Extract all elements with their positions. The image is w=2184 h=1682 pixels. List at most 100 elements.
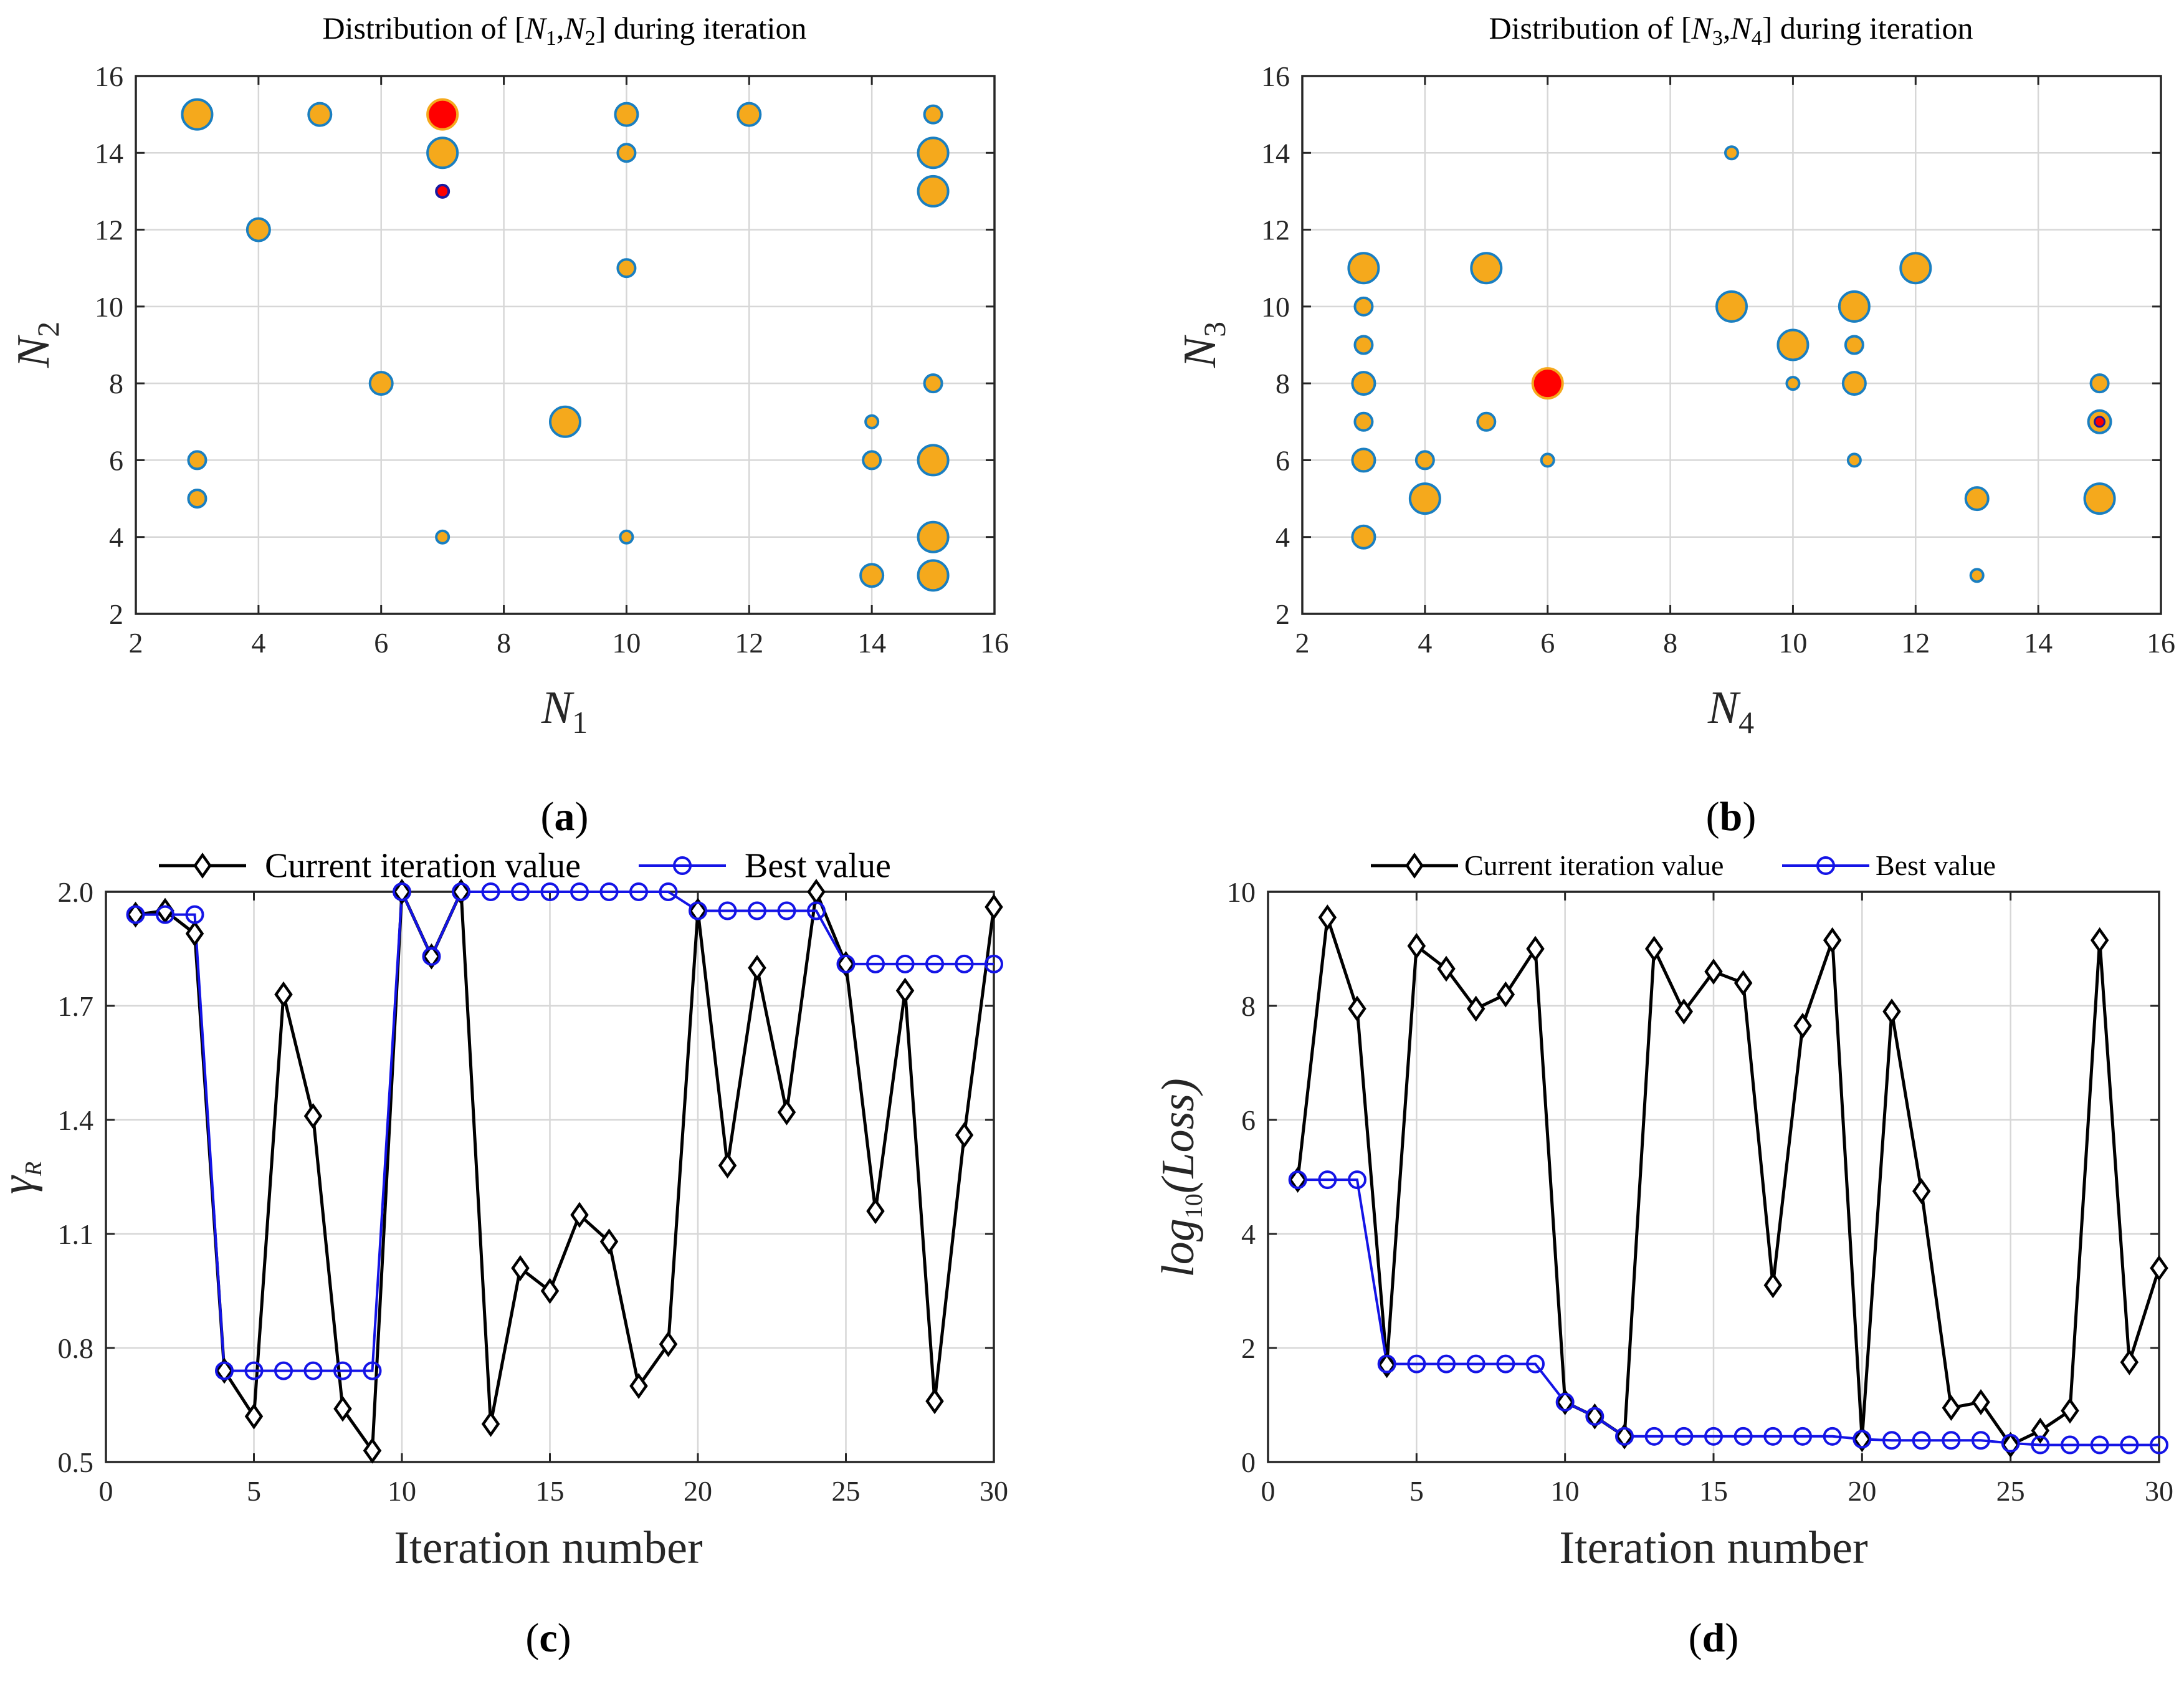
diamond-marker — [511, 1254, 530, 1281]
x-tick-label: 30 — [980, 1475, 1008, 1507]
x-tick-label: 5 — [1409, 1475, 1424, 1507]
scatter-point — [1969, 568, 1985, 583]
diamond-marker — [689, 897, 707, 924]
diamond-marker — [1823, 927, 1842, 953]
x-tick-label: 5 — [247, 1475, 261, 1507]
x-tick-label: 16 — [980, 627, 1009, 659]
diamond-marker — [1793, 1013, 1812, 1039]
scatter-point — [862, 450, 882, 471]
circle-marker — [1704, 1426, 1723, 1446]
circle-marker — [1912, 1431, 1931, 1450]
x-tick-label: 8 — [497, 627, 511, 659]
scatter-point — [246, 217, 271, 242]
circle-marker — [748, 901, 766, 920]
circle-marker — [1466, 1354, 1485, 1374]
scatter-point — [619, 529, 634, 545]
x-tick-label: 25 — [832, 1475, 861, 1507]
scatter-point — [1476, 411, 1497, 432]
scatter-point — [864, 414, 880, 429]
circle-marker — [925, 954, 944, 973]
circle-marker — [1288, 1170, 1307, 1190]
panel-caption: (a) — [541, 794, 589, 839]
circle-marker — [866, 954, 885, 973]
circle-marker — [1644, 1426, 1664, 1446]
diamond-marker — [1733, 970, 1753, 996]
diamond-marker — [1763, 1272, 1783, 1299]
y-tick-label: 14 — [1261, 137, 1290, 169]
diamond-marker — [333, 1395, 352, 1422]
circle-marker — [1816, 856, 1835, 875]
x-tick-label: 12 — [735, 627, 763, 659]
scatter-point — [917, 174, 950, 208]
y-axis-label: log10(Loss) — [1153, 1078, 1208, 1278]
y-tick-label: 1.7 — [58, 990, 94, 1022]
x-tick-label: 10 — [1778, 627, 1807, 659]
circle-marker — [274, 1361, 293, 1380]
circle-marker — [1882, 1431, 1901, 1450]
diamond-marker — [2120, 1349, 2139, 1375]
x-tick-label: 20 — [684, 1475, 712, 1507]
y-tick-label: 14 — [95, 137, 123, 169]
x-tick-label: 25 — [1996, 1475, 2025, 1507]
plot-area — [1302, 76, 2161, 614]
y-axis-label: N3 — [1175, 322, 1232, 368]
x-tick-label: 15 — [536, 1475, 565, 1507]
x-tick-label: 15 — [1699, 1475, 1728, 1507]
y-tick-label: 10 — [1227, 876, 1256, 908]
diamond-marker — [955, 1122, 974, 1149]
scatter-point — [1715, 290, 1748, 323]
diamond-marker — [1437, 955, 1456, 982]
diamond-marker — [1288, 1167, 1307, 1193]
scatter-point — [1351, 447, 1376, 473]
circle-marker — [1793, 1426, 1812, 1446]
x-tick-label: 10 — [612, 627, 641, 659]
scatter-points — [1347, 145, 2116, 583]
diamond-marker — [659, 1331, 678, 1357]
scatter-point — [181, 98, 214, 131]
scatter-point — [1964, 486, 1990, 512]
diamond-marker — [303, 1102, 323, 1129]
diamond-marker — [777, 1099, 796, 1125]
diamond-marker — [452, 879, 470, 905]
diamond-marker — [2090, 927, 2109, 953]
chart-title: Distribution of [N3,N4] during iteration — [1489, 11, 1973, 50]
grid-lines — [1268, 892, 2159, 1462]
diamond-marker — [1853, 1426, 1872, 1453]
x-tick-label: 0 — [99, 1475, 113, 1507]
x-tick-label: 12 — [1901, 627, 1930, 659]
scatter-point — [1351, 524, 1376, 550]
y-tick-label: 16 — [1261, 60, 1290, 92]
diamond-marker — [1526, 935, 1545, 962]
scatter-point — [917, 559, 950, 592]
circle-marker — [185, 905, 204, 924]
circle-marker — [1318, 1170, 1337, 1190]
scatter-point — [1351, 371, 1376, 396]
y-tick-label: 4 — [109, 522, 123, 553]
circle-marker — [303, 1361, 323, 1380]
legend-best-label: Best value — [1876, 849, 1996, 881]
diamond-marker — [2150, 1254, 2168, 1281]
circle-marker — [2031, 1435, 2050, 1455]
panel-c: 0 5 10 15 20 25 30 0.5 0.8 1.1 1.4 1.7 2.0 Iteration … — [0, 846, 1008, 1661]
y-tick-label: 6 — [109, 444, 123, 476]
diamond-marker — [481, 1411, 500, 1437]
circle-marker — [955, 954, 974, 973]
diamond-marker — [1972, 1389, 1990, 1415]
panel-caption: (b) — [1706, 794, 1757, 839]
series-current-markers — [1288, 904, 2168, 1458]
y-tick-label: 10 — [95, 291, 123, 323]
scatter-point — [368, 371, 394, 396]
scatter-point — [1776, 328, 1810, 361]
grid-lines — [136, 76, 994, 614]
scatter-point — [187, 450, 207, 471]
circle-marker — [1377, 1354, 1396, 1374]
diamond-marker — [1704, 958, 1723, 985]
diamond-marker — [718, 1152, 737, 1179]
y-axis-label: N2 — [8, 322, 65, 368]
circle-marker — [689, 901, 707, 920]
circle-marker — [659, 882, 678, 901]
circle-marker — [156, 905, 174, 924]
grid-lines — [106, 892, 994, 1462]
y-tick-label: 12 — [1261, 214, 1290, 246]
scatter-point — [1785, 376, 1801, 391]
